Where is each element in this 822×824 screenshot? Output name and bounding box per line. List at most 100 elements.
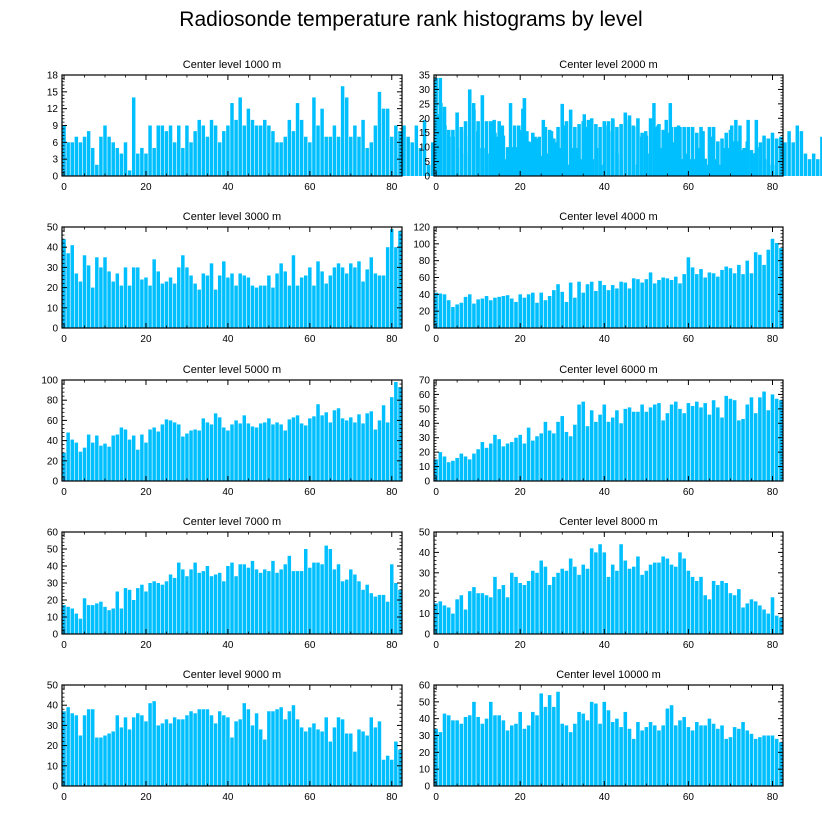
bar — [442, 605, 447, 634]
bar — [353, 125, 357, 176]
bar — [716, 141, 720, 176]
bar — [406, 136, 410, 176]
bar — [741, 607, 745, 634]
bar — [398, 131, 402, 176]
bar — [136, 267, 140, 328]
y-tick-label: 0 — [52, 477, 58, 488]
bar — [303, 731, 308, 786]
bar — [242, 415, 247, 481]
bar — [581, 292, 586, 328]
bar — [505, 730, 510, 786]
bar — [222, 715, 226, 786]
bar — [732, 400, 737, 481]
bar — [275, 572, 279, 634]
bar — [606, 421, 611, 481]
bar — [602, 121, 607, 176]
bar — [95, 435, 99, 481]
bar — [312, 285, 316, 328]
x-tick-label: 0 — [61, 640, 67, 651]
bar — [312, 562, 316, 634]
bar — [381, 594, 386, 634]
bar — [770, 735, 775, 786]
x-tick-label: 60 — [683, 792, 695, 803]
bar — [585, 284, 590, 328]
bar — [451, 613, 455, 634]
x-tick-label: 60 — [683, 334, 695, 345]
bar — [365, 584, 369, 634]
bar — [514, 576, 518, 634]
bar — [328, 136, 333, 176]
bar — [484, 718, 489, 786]
bar — [686, 403, 691, 481]
bar — [385, 108, 390, 176]
panel-title: Center level 4000 m — [559, 211, 657, 223]
bar — [152, 147, 156, 176]
bar — [226, 566, 230, 634]
bar — [365, 413, 369, 481]
bar — [552, 576, 556, 634]
bar — [476, 121, 480, 176]
bar — [547, 695, 552, 786]
bar — [648, 564, 653, 634]
bar — [381, 275, 386, 328]
bar — [543, 421, 548, 481]
bar — [332, 727, 337, 786]
bar — [349, 136, 353, 176]
bar — [99, 737, 103, 786]
bar — [657, 403, 661, 481]
bar — [299, 277, 304, 328]
bar — [324, 283, 328, 328]
y-tick-label: 15 — [419, 128, 431, 139]
bar — [434, 292, 438, 328]
bar — [336, 136, 341, 176]
bar — [467, 294, 472, 328]
y-tick-label: 3 — [52, 155, 58, 166]
bar — [258, 729, 263, 786]
bar — [177, 424, 181, 481]
bar — [560, 291, 565, 328]
bar — [518, 294, 522, 328]
plot-frame — [433, 74, 784, 177]
bar — [90, 147, 95, 176]
bar — [172, 717, 177, 786]
bar — [665, 708, 670, 786]
bar — [246, 709, 251, 786]
bar — [695, 132, 699, 176]
bar — [514, 301, 518, 328]
y-tick-label: 9 — [52, 121, 58, 132]
y-tick-label: 0 — [52, 172, 58, 183]
bar — [497, 589, 501, 634]
bar — [615, 410, 619, 481]
bar — [119, 608, 124, 634]
bar — [115, 591, 120, 634]
bar — [222, 427, 226, 481]
bar — [82, 255, 87, 328]
bar — [115, 273, 120, 328]
x-tick-label: 20 — [515, 487, 527, 498]
bar — [398, 589, 402, 634]
bar — [531, 292, 535, 328]
bar — [213, 574, 218, 634]
bar — [414, 125, 419, 176]
y-tick-label: 20 — [419, 748, 431, 759]
bar — [686, 727, 691, 786]
plot-frame — [61, 684, 403, 787]
y-tick-label: 20 — [419, 589, 431, 600]
bar — [493, 715, 497, 786]
bar — [753, 252, 758, 328]
bar — [577, 404, 581, 481]
bar — [197, 572, 201, 634]
bar — [86, 605, 91, 634]
bar — [369, 257, 374, 328]
bar — [682, 126, 686, 176]
bar — [720, 138, 724, 176]
bar — [246, 567, 251, 634]
bar — [526, 294, 531, 328]
bar — [127, 285, 132, 328]
bar — [669, 404, 674, 481]
y-tick-label: 120 — [413, 223, 430, 234]
bar — [636, 556, 640, 634]
bar — [673, 401, 678, 481]
x-tick-label: 80 — [386, 182, 398, 193]
bar — [283, 719, 287, 786]
